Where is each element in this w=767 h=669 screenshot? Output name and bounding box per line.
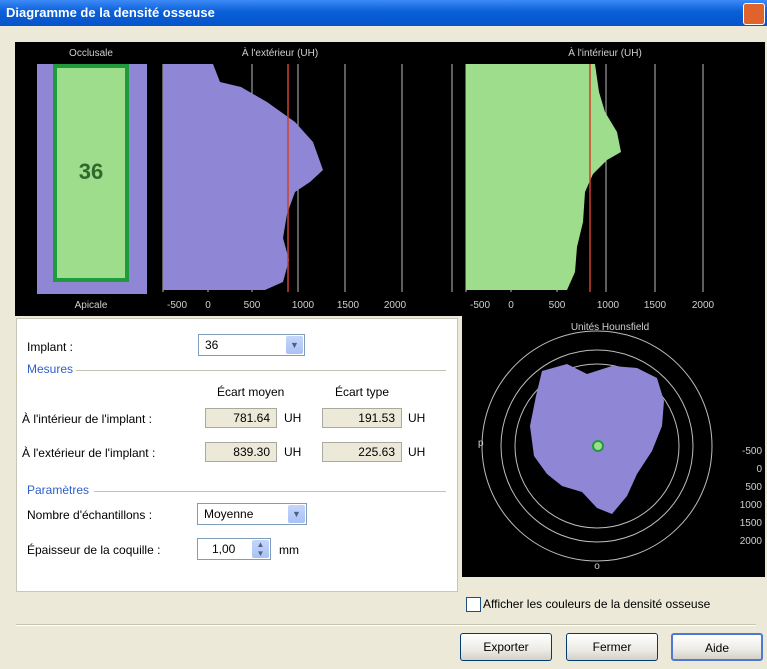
shell-label: Épaisseur de la coquille : bbox=[27, 543, 161, 557]
inside-mean-unit: UH bbox=[284, 411, 302, 425]
outside-plot-title: À l'extérieur (UH) bbox=[242, 46, 318, 59]
bottom-divider bbox=[16, 624, 756, 626]
inside-density-profile bbox=[466, 64, 621, 290]
close-button[interactable]: Fermer bbox=[566, 633, 658, 661]
scale-tick-3: 500 bbox=[745, 482, 762, 493]
outside-mean-unit: UH bbox=[284, 445, 302, 459]
shell-thickness-value: 1,00 bbox=[212, 542, 236, 556]
close-window-icon[interactable] bbox=[743, 3, 765, 25]
hounsfield-title: Unités Hounsfield bbox=[571, 322, 649, 333]
outside-implant-label: À l'extérieur de l'implant : bbox=[22, 446, 156, 460]
mesures-divider bbox=[76, 370, 446, 372]
scale-tick-2: 0 bbox=[756, 464, 762, 475]
help-button[interactable]: Aide bbox=[671, 633, 763, 661]
apicale-label: Apicale bbox=[75, 300, 108, 311]
inside-mean-field[interactable]: 781.64 bbox=[205, 408, 277, 428]
inside-tick-3: 500 bbox=[549, 300, 566, 311]
col-mean-header: Écart moyen bbox=[217, 385, 285, 399]
scale-tick-6: 2000 bbox=[740, 536, 763, 547]
outside-tick-2: 0 bbox=[205, 300, 211, 311]
implant-select[interactable]: 36 ▼ bbox=[198, 334, 305, 356]
hounsfield-rings bbox=[481, 330, 713, 562]
density-plot-panel: Occlusale Apicale 36 À l'extérieur (UH) … bbox=[15, 42, 765, 316]
samples-select-value: Moyenne bbox=[204, 507, 254, 521]
shell-unit: mm bbox=[279, 543, 299, 557]
parametres-divider bbox=[94, 491, 446, 493]
mesures-group-label: Mesures bbox=[27, 362, 74, 376]
implant-select-value: 36 bbox=[205, 338, 219, 352]
inside-x-ticks: -500 0 500 1000 1500 2000 bbox=[470, 300, 715, 311]
inside-tick-1: -500 bbox=[470, 300, 490, 311]
hounsfield-panel: Unités Hounsfield p o -500 0 500 1000 15… bbox=[462, 316, 765, 577]
bottom-marker: o bbox=[594, 561, 600, 572]
spinner-arrows-icon[interactable]: ▲ ▼ bbox=[252, 540, 269, 558]
inside-tick-4: 1000 bbox=[597, 300, 620, 311]
implant-body bbox=[53, 64, 129, 282]
hounsfield-scale: -500 0 500 1000 1500 2000 bbox=[740, 446, 763, 547]
implant-center-marker bbox=[592, 440, 604, 452]
outside-std-unit: UH bbox=[408, 445, 426, 459]
implant-label: Implant : bbox=[27, 340, 74, 354]
inside-plot-title: À l'intérieur (UH) bbox=[568, 46, 642, 59]
hounsfield-density-shape bbox=[530, 364, 664, 514]
outside-tick-4: 1000 bbox=[292, 300, 315, 311]
density-profiles: Occlusale Apicale 36 À l'extérieur (UH) … bbox=[37, 46, 715, 311]
outside-density-profile bbox=[163, 64, 323, 290]
chevron-down-icon[interactable]: ▼ bbox=[288, 505, 305, 523]
bone-density-colors-checkbox[interactable] bbox=[466, 597, 481, 612]
chevron-down-icon[interactable]: ▼ bbox=[286, 336, 303, 354]
scale-tick-5: 1500 bbox=[740, 518, 763, 529]
outside-tick-3: 500 bbox=[244, 300, 261, 311]
export-button[interactable]: Exporter bbox=[460, 633, 552, 661]
samples-select[interactable]: Moyenne ▼ bbox=[197, 503, 307, 525]
implant-number-label: 36 bbox=[79, 159, 103, 184]
bone-density-colors-label: Afficher les couleurs de la densité osse… bbox=[483, 597, 711, 611]
outside-mean-field[interactable]: 839.30 bbox=[205, 442, 277, 462]
window-title: Diagramme de la densité osseuse bbox=[6, 5, 215, 20]
inside-std-field[interactable]: 191.53 bbox=[322, 408, 402, 428]
parametres-group-label: Paramètres bbox=[27, 483, 90, 497]
outside-x-ticks: -500 0 500 1000 1500 2000 bbox=[167, 300, 407, 311]
hounsfield-polar-plot: Unités Hounsfield p o -500 0 500 1000 15… bbox=[478, 322, 763, 572]
outside-std-field[interactable]: 225.63 bbox=[322, 442, 402, 462]
col-std-header: Écart type bbox=[335, 385, 390, 399]
inside-std-unit: UH bbox=[408, 411, 426, 425]
inside-implant-label: À l'intérieur de l'implant : bbox=[22, 412, 152, 426]
left-marker: p bbox=[478, 438, 484, 449]
outside-tick-1: -500 bbox=[167, 300, 187, 311]
inside-tick-2: 0 bbox=[508, 300, 514, 311]
title-bar[interactable]: Diagramme de la densité osseuse bbox=[0, 0, 767, 26]
shell-thickness-spinner[interactable]: 1,00 ▲ ▼ bbox=[197, 538, 271, 560]
samples-label: Nombre d'échantillons : bbox=[27, 508, 153, 522]
inside-tick-5: 1500 bbox=[644, 300, 667, 311]
scale-tick-4: 1000 bbox=[740, 500, 763, 511]
scale-tick-1: -500 bbox=[742, 446, 762, 457]
outside-tick-6: 2000 bbox=[384, 300, 407, 311]
inside-tick-6: 2000 bbox=[692, 300, 715, 311]
outside-tick-5: 1500 bbox=[337, 300, 360, 311]
occlusale-label: Occlusale bbox=[69, 48, 113, 59]
